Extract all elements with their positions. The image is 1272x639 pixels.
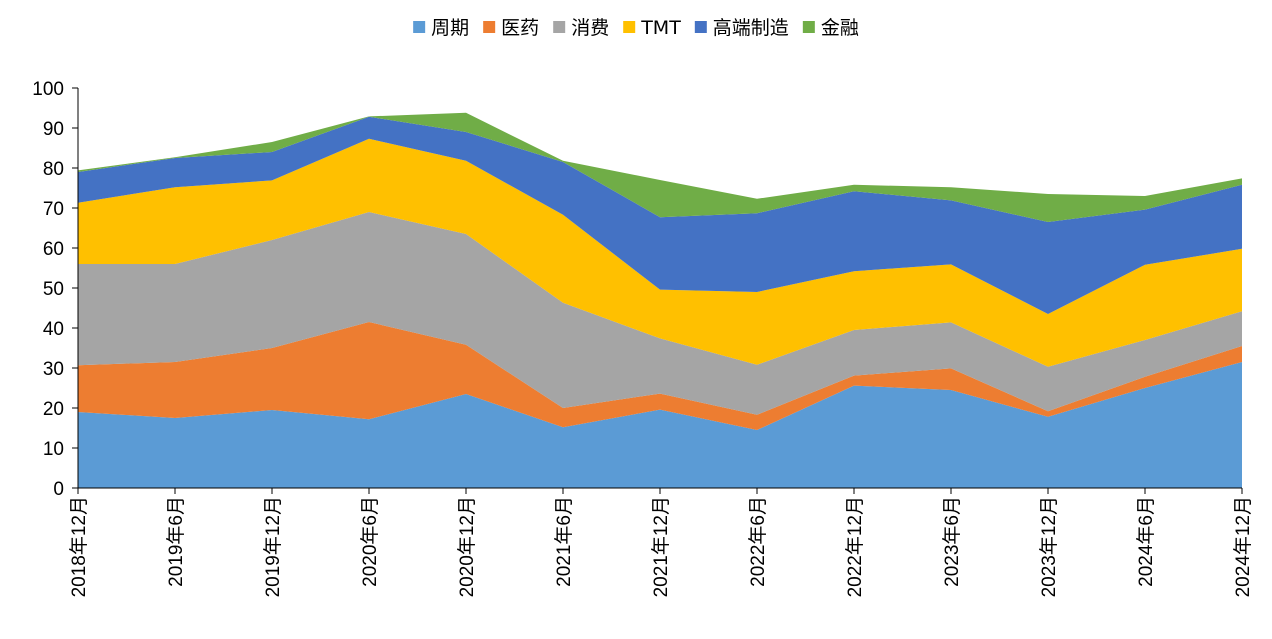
legend-item-4: 高端制造 xyxy=(694,17,789,39)
x-tick-label: 2024年12月 xyxy=(1232,496,1254,597)
legend-swatch xyxy=(694,21,707,33)
x-tick-label: 2020年12月 xyxy=(456,496,478,597)
legend-label: 周期 xyxy=(431,17,469,39)
y-tick-label: 10 xyxy=(43,439,64,460)
x-tick-label: 2019年12月 xyxy=(262,496,284,597)
area-series-5 xyxy=(78,112,1242,222)
x-tick-label: 2022年6月 xyxy=(747,496,769,587)
legend-swatch xyxy=(413,21,426,33)
x-tick-label: 2018年12月 xyxy=(68,496,90,597)
y-tick-label: 80 xyxy=(43,159,64,180)
x-tick-label: 2024年6月 xyxy=(1135,496,1157,587)
legend-item-3: TMT xyxy=(623,17,681,39)
area-series-1 xyxy=(78,322,1242,430)
x-tick-label: 2020年6月 xyxy=(359,496,381,587)
x-tick-label: 2021年12月 xyxy=(650,496,672,597)
x-tick-label: 2021年6月 xyxy=(553,496,575,587)
legend-swatch xyxy=(553,21,566,33)
y-tick-label: 0 xyxy=(53,479,64,500)
x-axis-tick-labels: 2018年12月 2019年6月 2019年12月 2020年6月 2020年12月 20… xyxy=(68,496,1254,597)
area-series-group xyxy=(78,112,1242,488)
legend-label: 金融 xyxy=(821,17,859,39)
area-series-4 xyxy=(78,116,1242,314)
legend-item-1: 医药 xyxy=(483,17,539,39)
x-tick-label: 2022年12月 xyxy=(844,496,866,597)
area-series-0 xyxy=(78,362,1242,488)
legend-item-5: 金融 xyxy=(802,17,859,39)
legend-swatch xyxy=(802,21,815,33)
chart-axes xyxy=(72,87,1243,494)
y-tick-label: 50 xyxy=(43,279,64,300)
legend-label: TMT xyxy=(640,17,681,39)
y-tick-label: 70 xyxy=(43,199,64,220)
y-tick-label: 30 xyxy=(43,359,64,380)
y-tick-label: 100 xyxy=(32,79,64,100)
x-tick-label: 2019年6月 xyxy=(165,496,187,587)
legend-item-0: 周期 xyxy=(413,17,469,39)
legend-swatch xyxy=(483,21,496,33)
legend-label: 消费 xyxy=(571,17,609,39)
legend-label: 医药 xyxy=(501,17,539,39)
x-tick-label: 2023年6月 xyxy=(941,496,963,587)
x-tick-label: 2023年12月 xyxy=(1038,496,1060,597)
legend-item-2: 消费 xyxy=(553,17,609,39)
area-series-3 xyxy=(78,138,1242,367)
chart-legend: 周期 医药 消费 TMT 高端制造 金融 xyxy=(413,17,859,39)
y-tick-label: 40 xyxy=(43,319,64,340)
y-tick-label: 60 xyxy=(43,239,64,260)
area-series-2 xyxy=(78,212,1242,415)
y-tick-label: 20 xyxy=(43,399,64,420)
legend-label: 高端制造 xyxy=(713,17,789,39)
legend-swatch xyxy=(623,21,636,33)
y-tick-label: 90 xyxy=(43,119,64,140)
y-axis-tick-labels: 0 10 20 30 40 50 60 70 80 90 100 xyxy=(32,79,64,500)
